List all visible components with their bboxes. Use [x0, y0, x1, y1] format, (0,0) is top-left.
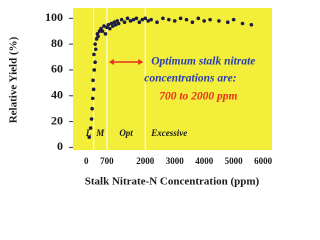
point — [90, 96, 95, 101]
point — [231, 17, 236, 22]
point — [140, 17, 145, 22]
x-tick-label: 3000 — [166, 156, 185, 166]
point — [146, 19, 150, 23]
point — [93, 42, 97, 46]
point — [217, 19, 221, 23]
y-tick-label: 20 — [51, 113, 63, 127]
x-tick-label: 2000 — [136, 156, 155, 166]
point — [208, 17, 212, 22]
zone-label: Opt — [119, 128, 133, 138]
point — [167, 17, 171, 22]
point — [87, 135, 92, 139]
annotation-text: concentrations are: — [144, 73, 236, 85]
point — [122, 20, 127, 25]
point — [103, 32, 108, 36]
zone-label: Excessive — [150, 128, 187, 138]
point — [161, 16, 165, 21]
y-tick-label: 100 — [45, 10, 63, 24]
x-tick-label: 6000 — [254, 156, 273, 166]
point — [116, 21, 121, 26]
point — [134, 16, 139, 21]
y-tick-label: 40 — [51, 88, 63, 102]
plot-area — [73, 8, 272, 150]
x-tick-label: 700 — [100, 156, 114, 166]
point — [128, 19, 133, 23]
point — [91, 78, 95, 83]
point — [172, 19, 177, 23]
chart: Relative Yield (%) Stalk Nitrate-N Conce… — [8, 8, 273, 188]
point — [92, 68, 97, 72]
x-tick-label: 0 — [84, 156, 89, 166]
point — [143, 16, 148, 21]
point — [113, 22, 118, 27]
point — [93, 60, 97, 65]
point — [196, 16, 201, 21]
x-tick-label: 5000 — [225, 156, 244, 166]
x-tick-label: 4000 — [195, 156, 214, 166]
arrow-head — [138, 59, 144, 65]
point — [102, 24, 106, 28]
point — [131, 17, 136, 22]
point — [137, 20, 142, 25]
y-tick-label: 80 — [51, 36, 63, 50]
x-axis-title: Stalk Nitrate-N Concentration (ppm) — [85, 176, 260, 188]
zone-label: L — [85, 128, 92, 138]
point — [202, 19, 206, 23]
annotation-text: Optimum stalk nitrate — [151, 56, 255, 68]
point — [106, 22, 111, 27]
point — [184, 17, 189, 22]
point — [90, 106, 94, 111]
point — [240, 21, 245, 26]
point — [108, 26, 112, 31]
y-tick-label: 0 — [57, 139, 63, 153]
point — [178, 16, 183, 21]
point — [190, 20, 195, 25]
point — [249, 22, 254, 27]
zone-label: M — [95, 128, 105, 138]
point — [149, 17, 153, 22]
arrow-head — [108, 59, 114, 65]
point — [111, 24, 115, 28]
y-tick-label: 60 — [51, 62, 63, 76]
point — [89, 117, 94, 121]
point — [91, 87, 96, 92]
point — [88, 126, 93, 130]
point — [225, 20, 230, 25]
point — [155, 20, 159, 25]
annotation-highlight: 700 to 2000 ppm — [159, 91, 237, 103]
point — [100, 29, 105, 34]
point — [92, 52, 96, 57]
y-axis-title: Relative Yield (%) — [8, 36, 20, 123]
point — [119, 17, 124, 22]
point — [125, 16, 130, 21]
point — [93, 47, 98, 52]
point — [95, 32, 100, 36]
